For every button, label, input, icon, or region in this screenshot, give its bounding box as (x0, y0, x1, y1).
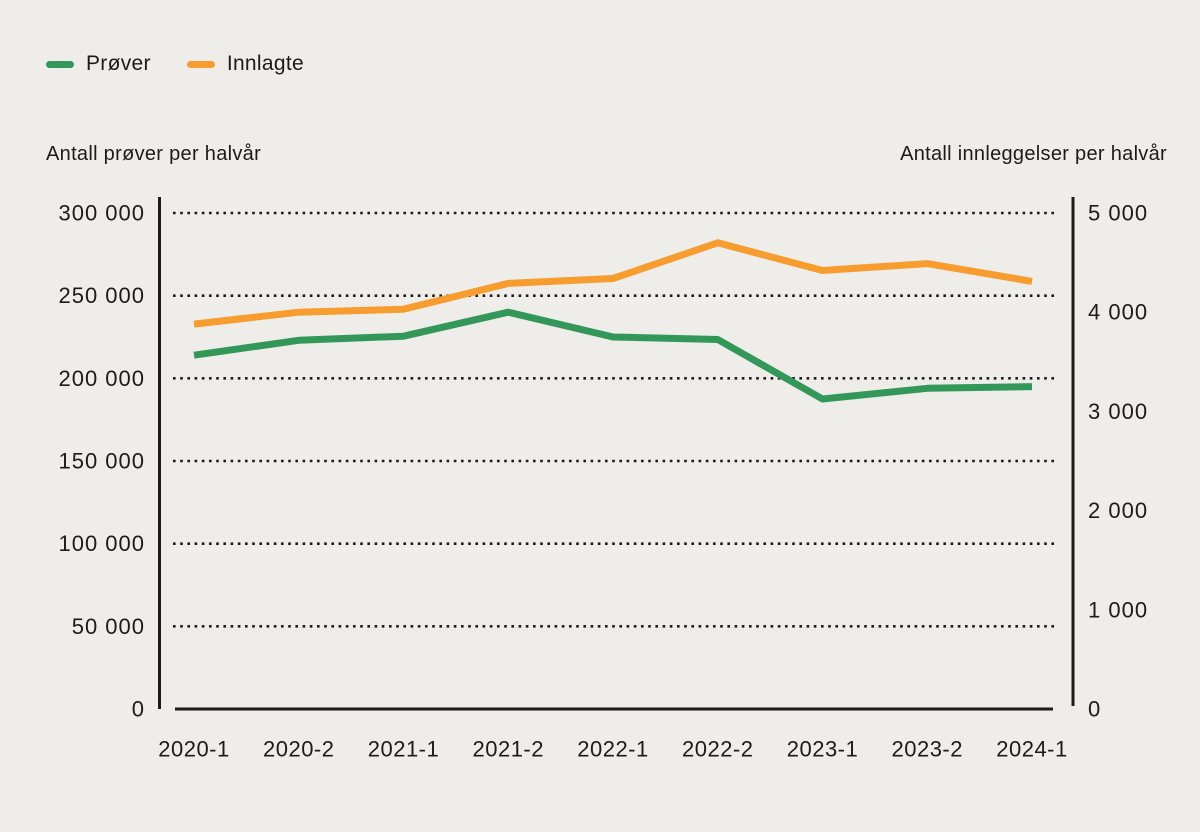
legend: Prøver Innlagte (46, 52, 304, 76)
line-pr-ver (193, 308, 1033, 403)
right-axis-tick-label: 5 000 (1088, 201, 1148, 226)
left-axis-tick-label: 300 000 (58, 201, 145, 226)
x-axis-tick-label: 2024-1 (996, 737, 1068, 762)
x-axis-tick-label: 2021-1 (368, 737, 440, 762)
left-axis-tick-label: 0 (132, 697, 145, 722)
right-axis-tick-label: 1 000 (1088, 597, 1148, 622)
x-axis-tick-label: 2021-2 (472, 737, 544, 762)
legend-label-innlagte: Innlagte (226, 52, 304, 75)
left-axis-title: Antall prøver per halvår (46, 143, 262, 165)
x-axis-tick-label: 2022-2 (682, 737, 754, 762)
x-axis-tick-label: 2020-1 (158, 737, 230, 762)
right-axis-tick-label: 4 000 (1088, 300, 1148, 325)
line-innlagte (193, 239, 1033, 328)
left-axis-tick-label: 200 000 (58, 366, 145, 391)
legend-item-prover: Prøver (46, 52, 151, 76)
legend-swatch-prover (46, 60, 74, 68)
legend-label-prover: Prøver (86, 52, 151, 75)
x-axis-tick-label: 2022-1 (577, 737, 649, 762)
x-axis-tick-label: 2023-2 (891, 737, 963, 762)
legend-swatch-innlagte (186, 60, 215, 68)
legend-item-innlagte: Innlagte (186, 52, 304, 76)
x-axis-tick-label: 2023-1 (787, 737, 859, 762)
left-axis-tick-label: 100 000 (58, 531, 145, 556)
right-axis-tick-label: 3 000 (1088, 399, 1148, 424)
right-axis-tick-label: 0 (1088, 697, 1101, 722)
left-axis-tick-label: 50 000 (72, 614, 145, 639)
right-axis-title: Antall innleggelser per halvår (900, 143, 1167, 165)
left-axis-tick-label: 250 000 (58, 283, 145, 308)
x-axis-tick-label: 2020-2 (263, 737, 335, 762)
right-axis-tick-label: 2 000 (1088, 498, 1148, 523)
left-axis-tick-label: 150 000 (58, 449, 145, 474)
